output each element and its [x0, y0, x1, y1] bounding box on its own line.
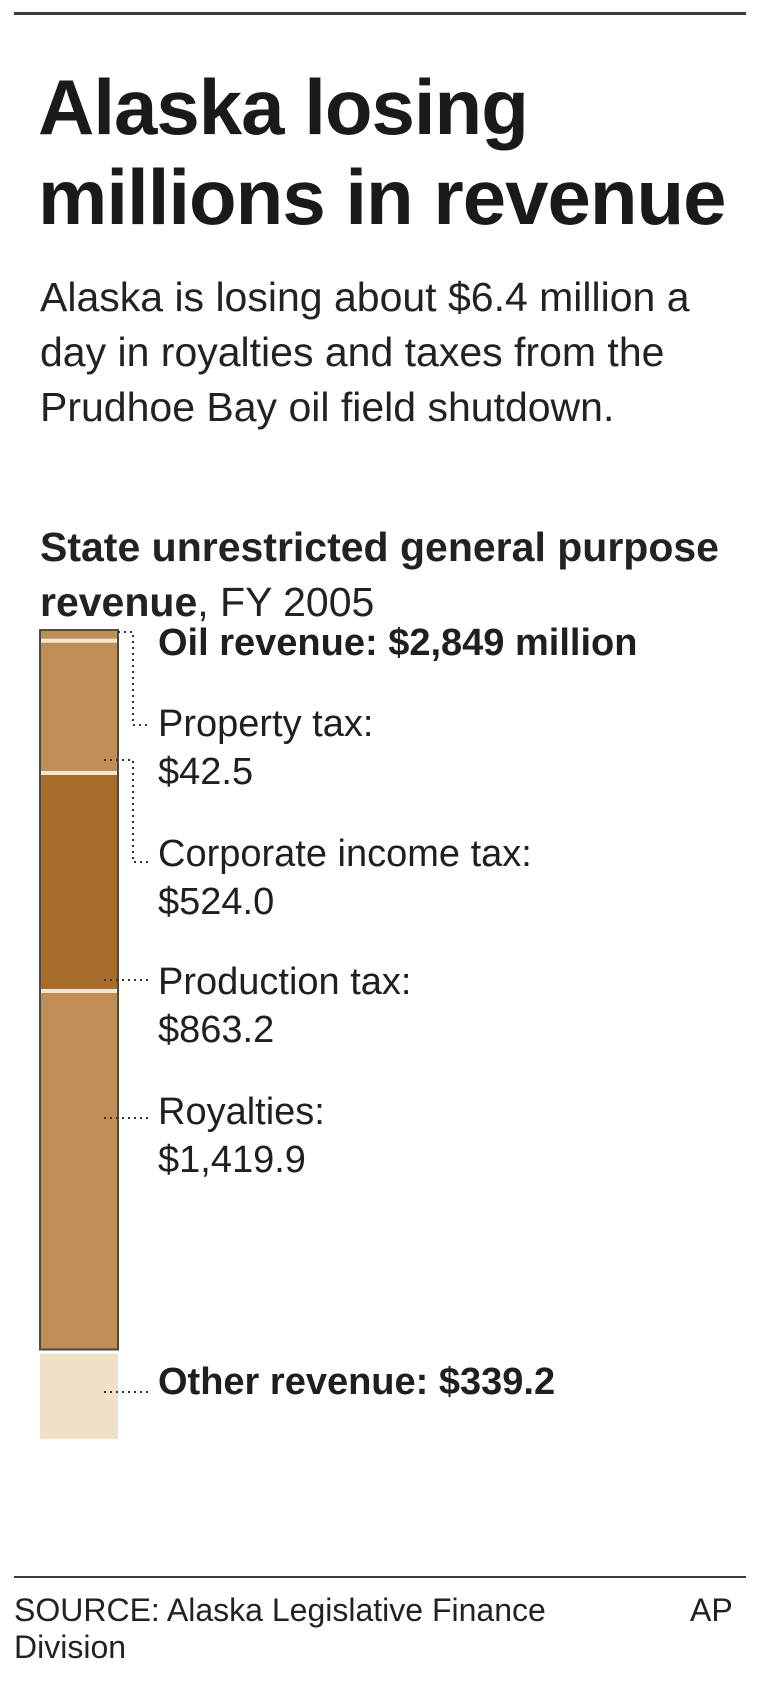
bottom-rule — [14, 1576, 746, 1578]
royalties-label-value: $1,419.9 — [158, 1139, 306, 1181]
segment-separator — [40, 771, 118, 775]
top-rule — [14, 12, 746, 15]
corporate-income-tax-label: Corporate income tax: — [158, 833, 532, 875]
royalties-label: Royalties: — [158, 1091, 325, 1133]
bar-segment-corporate-income-tax — [40, 640, 118, 773]
segment-separator — [40, 989, 118, 993]
segment-separator — [40, 638, 118, 643]
headline: Alaska losing millions in revenue — [38, 63, 727, 241]
credit-label: AP — [690, 1592, 733, 1628]
other-revenue-label: Other revenue: $339.2 — [158, 1361, 555, 1403]
source-note: SOURCE: Alaska Legislative Finance Divis… — [14, 1592, 546, 1665]
production-tax-label-value: $863.2 — [158, 1009, 274, 1051]
intro-text: Alaska is losing about $6.4 million a da… — [40, 274, 690, 430]
bar-segment-property-tax — [40, 630, 118, 641]
bar-segment-production-tax — [40, 773, 118, 991]
corporate-income-tax-label-value: $524.0 — [158, 881, 274, 923]
property-tax-label-value: $42.5 — [158, 751, 253, 793]
stacked-revenue-chart: Oil revenue: $2,849 million Property tax:… — [39, 622, 637, 1440]
chart-title: State unrestricted general purpose reven… — [40, 520, 740, 630]
chart-title-main: State unrestricted general purpose reven… — [40, 524, 719, 625]
bar-segment-royalties — [40, 991, 118, 1350]
oil-revenue-label: Oil revenue: $2,849 million — [158, 622, 637, 664]
oil-group-bracket — [118, 631, 150, 726]
oil-bar-outline — [39, 629, 119, 1351]
chart-title-year: , FY 2005 — [197, 579, 375, 625]
property-tax-label: Property tax: — [158, 703, 373, 745]
production-tax-label: Production tax: — [158, 961, 411, 1003]
bar-segment-other-revenue — [40, 1353, 118, 1440]
corporate-tax-leader — [104, 759, 150, 863]
